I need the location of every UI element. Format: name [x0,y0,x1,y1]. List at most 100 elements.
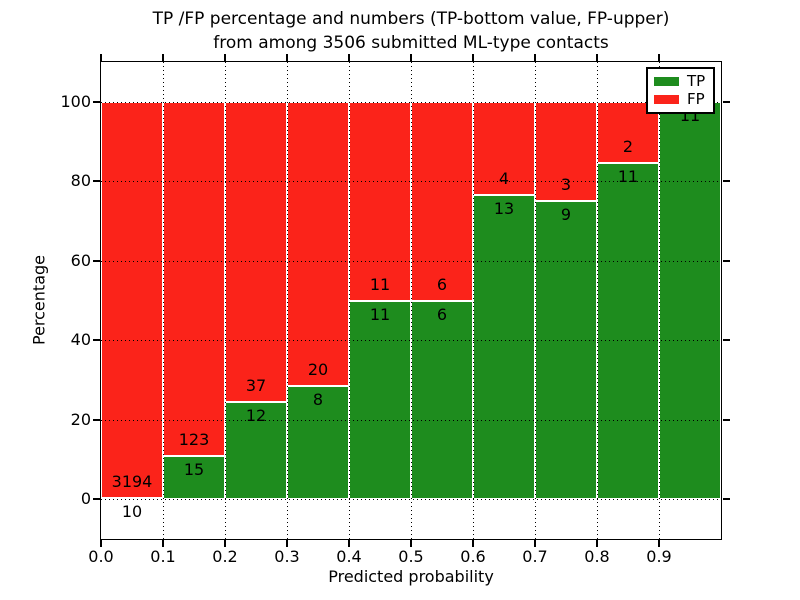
y-tick-label: 40 [70,330,91,350]
annotation-fp-count: 4 [498,169,510,189]
gridline-vertical [597,62,598,539]
y-tick-right [723,418,730,421]
chart-title-line2: from among 3506 submitted ML-type contac… [213,33,609,53]
y-tick [93,339,100,342]
bar-segment-fp [473,101,535,196]
bar-segment-fp [535,101,597,202]
x-tick [596,540,598,547]
annotation-fp-count: 123 [178,430,210,450]
y-tick-label: 20 [70,409,91,429]
y-tick-right [723,180,730,183]
x-tick-label: 0.8 [584,547,610,566]
gridline-vertical [535,62,536,539]
bar-segment-fp [287,101,349,386]
x-tick-label: 0.7 [522,547,548,566]
x-tick-top [596,54,598,61]
gridline-vertical [163,62,164,539]
y-tick [93,180,100,183]
bar-segment-fp [163,101,225,457]
annotation-tp-count: 6 [436,304,448,324]
annotation-tp-count: 10 [121,502,143,521]
bar-segment-fp [349,101,411,301]
legend-item-fp: FP [654,92,707,107]
y-tick [93,498,100,501]
y-tick [93,418,100,421]
bar-segment-tp [473,195,535,500]
bar-segment-fp [225,101,287,402]
plot-area: 10 3194 15 123 12 37 8 20 11 11 6 6 13 4 9 3 11 2 11 0.0 0.1… [60,54,730,566]
chart-title-line1: TP /FP percentage and numbers (TP-bottom… [152,9,670,29]
y-tick-right [723,259,730,262]
annotation-fp-count: 20 [307,359,329,379]
gridline-vertical [225,62,226,539]
annotation-fp-count: 3 [560,175,572,195]
y-tick-label: 60 [70,250,91,270]
y-tick-label: 100 [60,91,91,111]
legend-swatch-tp-icon [654,77,679,86]
gridline-vertical [287,62,288,539]
annotation-tp-count: 13 [493,199,515,219]
y-axis-label: Percentage [29,254,49,346]
x-tick-label: 0.5 [398,547,424,566]
gridline-vertical [473,62,474,539]
x-tick [534,540,536,547]
x-axis-label: Predicted probability [328,567,494,586]
annotation-fp-count: 11 [369,274,391,294]
legend-label-fp: FP [687,90,705,108]
x-tick-label: 0.0 [88,547,114,566]
bar-segment-tp [225,401,287,500]
y-tick-label: 0 [80,489,91,509]
x-tick [472,540,474,547]
annotation-fp-count: 37 [245,375,267,395]
x-tick [162,540,164,547]
bar-segment-tp [535,201,597,500]
annotation-tp-count: 11 [617,166,639,186]
x-tick [348,540,350,547]
annotation-tp-count: 11 [369,304,391,324]
legend-item-tp: TP [654,74,707,89]
x-tick [100,540,102,547]
y-tick [93,100,100,103]
annotation-tp-count: 12 [245,405,267,425]
annotation-fp-count: 2 [622,136,634,156]
x-tick-top [286,54,288,61]
bar-segment-tp [597,162,659,500]
x-tick [658,540,660,547]
annotation-tp-count: 9 [560,205,572,225]
x-tick-top [100,54,102,61]
gridline-vertical [659,62,660,539]
bar-segment-tp [163,456,225,500]
x-tick-top [162,54,164,61]
bar-segment-tp [411,300,473,500]
y-tick-right [723,339,730,342]
y-tick-label: 80 [70,171,91,191]
gridline-vertical [349,62,350,539]
x-tick-top [348,54,350,61]
x-tick [286,540,288,547]
y-tick-right [723,498,730,501]
legend-swatch-fp-icon [654,95,679,104]
bar-segment-fp [411,101,473,301]
bar-segment-tp [349,300,411,500]
x-tick [224,540,226,547]
x-tick-top [658,54,660,61]
annotation-tp-count: 15 [183,460,205,480]
annotation-fp-count: 6 [436,274,448,294]
x-tick-label: 0.1 [150,547,176,566]
annotation-fp-count: 3194 [111,472,153,491]
x-tick-label: 0.9 [646,547,672,566]
gridline-vertical [411,62,412,539]
x-tick-label: 0.3 [274,547,300,566]
x-tick-label: 0.2 [212,547,238,566]
x-tick-top [410,54,412,61]
x-tick-label: 0.4 [336,547,362,566]
bar-segment-fp [101,101,163,498]
x-tick-top [224,54,226,61]
bar-segment-tp [659,101,721,500]
chart-title: TP /FP percentage and numbers (TP-bottom… [101,7,721,55]
annotation-tp-count: 8 [312,389,324,409]
y-tick [93,259,100,262]
x-tick [410,540,412,547]
x-tick-top [534,54,536,61]
